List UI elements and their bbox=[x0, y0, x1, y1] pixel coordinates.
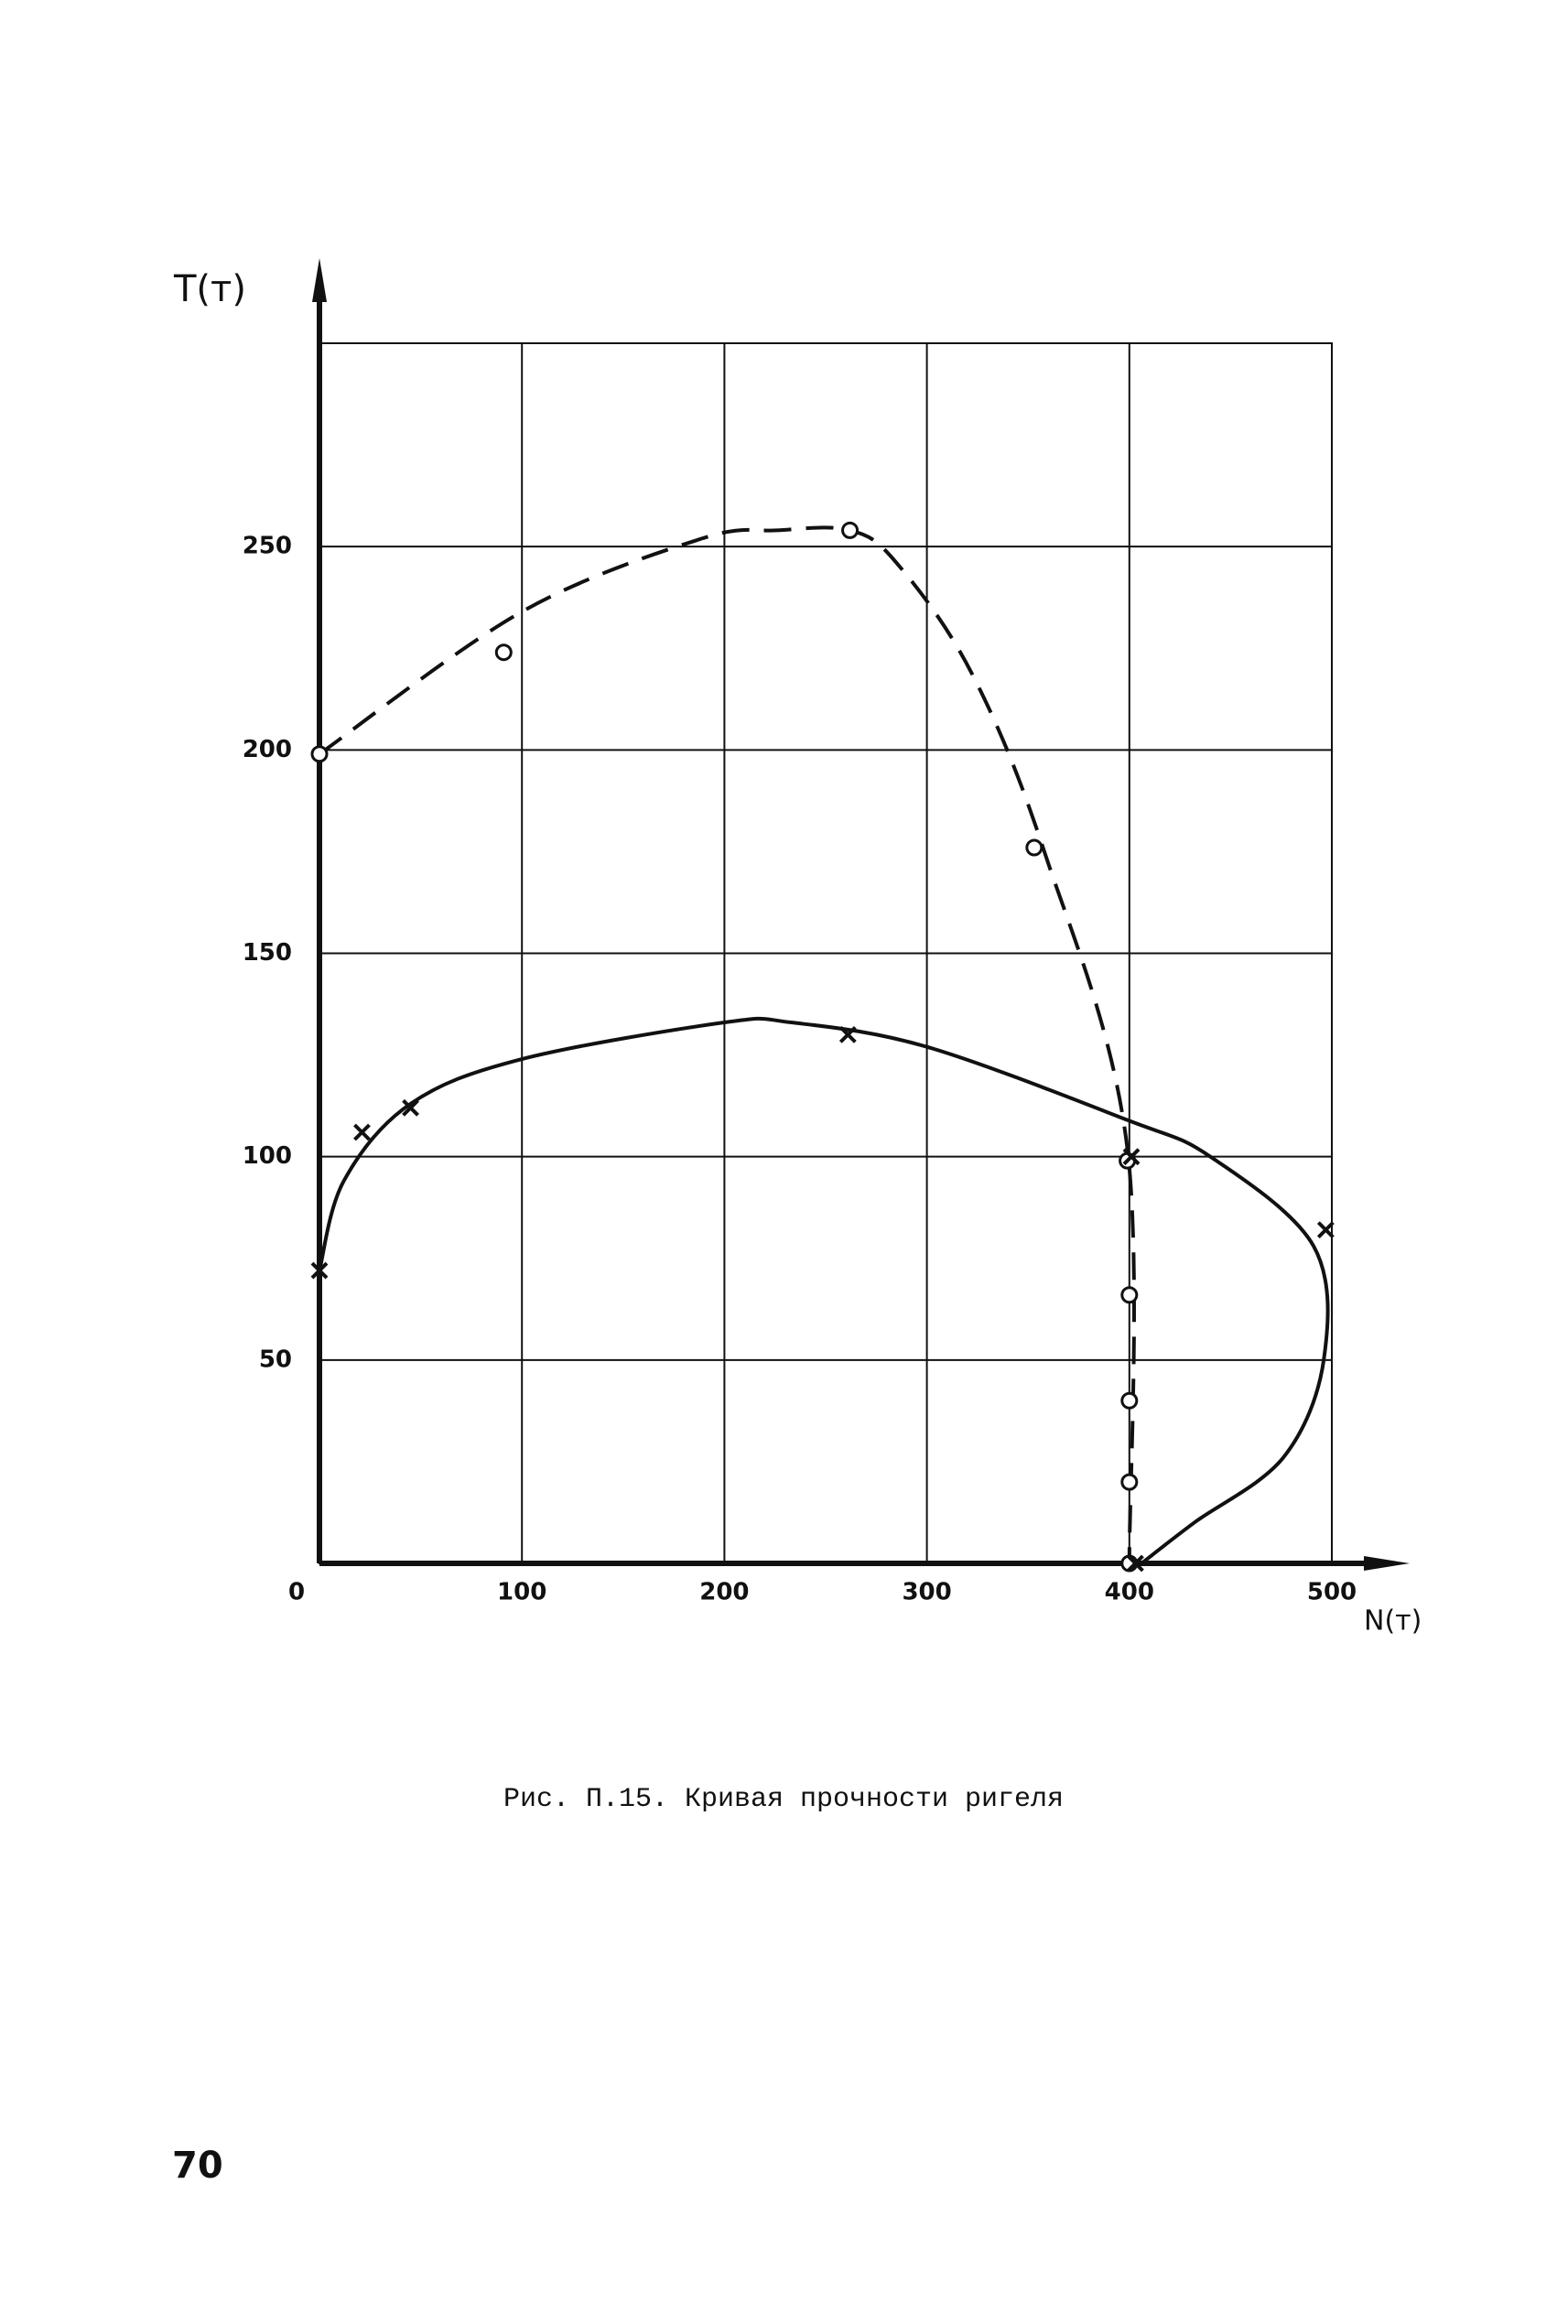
marker-circle bbox=[1025, 838, 1044, 857]
x-tick-label: 200 bbox=[699, 1579, 749, 1606]
marker-cross bbox=[1316, 1221, 1335, 1239]
x-tick-label: 100 bbox=[497, 1579, 546, 1606]
marker-cross bbox=[310, 1261, 329, 1280]
marker-circle bbox=[841, 521, 860, 539]
y-tick-label: 150 bbox=[243, 939, 292, 967]
y-tick-label: 200 bbox=[243, 736, 292, 763]
y-axis-arrow bbox=[312, 258, 327, 302]
marker-circle bbox=[1120, 1286, 1139, 1304]
marker-circle bbox=[494, 643, 513, 662]
marker-cross bbox=[1122, 1148, 1141, 1166]
x-axis-label: N(т) bbox=[1364, 1605, 1422, 1638]
marker-circle bbox=[1120, 1473, 1139, 1491]
marker-cross bbox=[402, 1098, 419, 1117]
y-tick-label: 100 bbox=[243, 1142, 292, 1170]
curve bbox=[318, 1016, 1330, 1565]
y-tick-label: 50 bbox=[259, 1346, 292, 1373]
marker-cross bbox=[838, 1025, 857, 1043]
x-tick-label: 300 bbox=[902, 1579, 951, 1606]
caption: Рис. П.15. Кривая прочности ригеля bbox=[503, 1784, 1064, 1815]
curve bbox=[318, 525, 1136, 1564]
marker-cross bbox=[353, 1123, 371, 1141]
x-axis-arrow bbox=[1364, 1556, 1410, 1571]
marker-cross bbox=[1127, 1554, 1144, 1573]
x-tick-label: 500 bbox=[1307, 1579, 1357, 1606]
x-tick-label: 400 bbox=[1105, 1579, 1154, 1606]
marker-circle bbox=[1120, 1391, 1139, 1410]
x-tick-label: 0 bbox=[288, 1579, 305, 1606]
marker-circle bbox=[310, 745, 329, 763]
page-number: 70 bbox=[172, 2145, 223, 2187]
y-tick-label: 250 bbox=[243, 533, 292, 560]
y-axis-label: T(т) bbox=[173, 268, 246, 310]
